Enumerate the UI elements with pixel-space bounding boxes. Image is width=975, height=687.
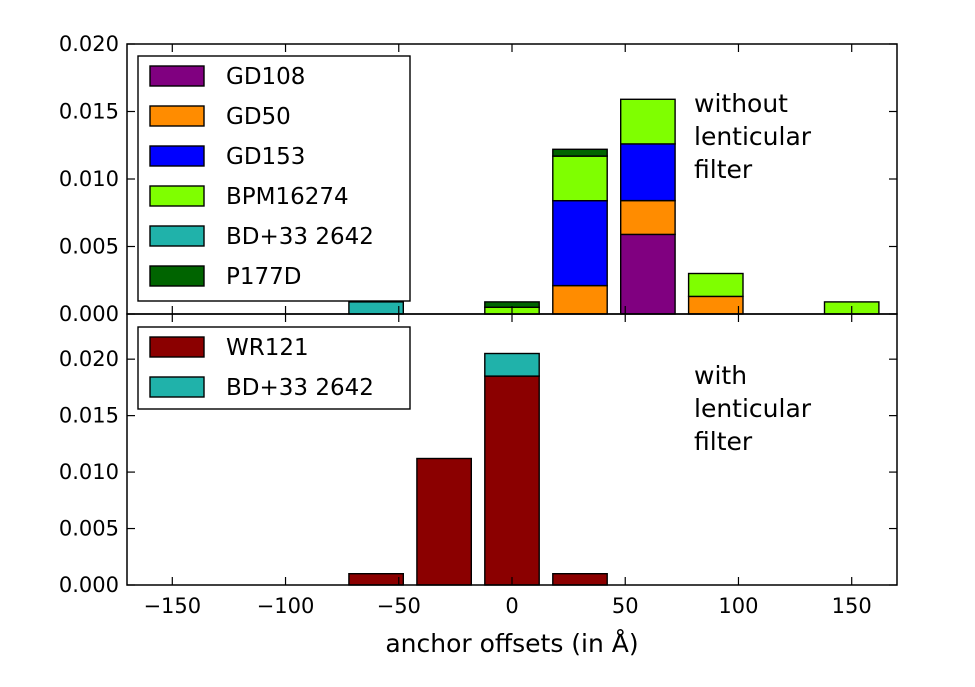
legend-swatch-p177d [149,265,205,287]
xtick-label: 0 [505,594,518,618]
legend-label-p177d: P177D [226,264,301,290]
bottom-legend: WR121 BD+33 2642 [137,326,411,410]
bot-ytick-label: 0.000 [59,573,119,597]
legend-swatch-wr121 [149,336,205,358]
bar-bd-33-2642--60 [348,301,404,315]
bot-ytick-label: 0.010 [59,460,119,484]
xtick-label: 150 [832,594,872,618]
legend-label-bd-33-2642: BD+33 2642 [226,224,374,250]
top-annotation-line-3: filter [694,155,753,184]
bar-gd153-30 [552,199,608,287]
bot-ytick-label: 0.005 [59,517,119,541]
bot-ytick-label: 0.015 [59,404,119,428]
bot-ytick-label: 0.020 [59,347,119,371]
legend-label-wr121: WR121 [226,335,309,361]
x-ticks: −150 −100 −50 0 50 100 150 [143,594,871,618]
bar-bd-33-2642-0 [484,352,540,377]
bar-p177d-30 [552,148,608,157]
bar-gd108-60 [620,233,676,315]
legend-label-bd-33-2642: BD+33 2642 [226,375,374,401]
bottom-annotation-line-2: lenticular [694,394,812,423]
legend-swatch-bd-33-2642 [149,376,205,398]
legend-label-gd50: GD50 [226,104,291,130]
xtick-label: −100 [257,594,315,618]
legend-label-bpm16274: BPM16274 [226,184,349,210]
top-ytick-label: 0.005 [59,235,119,259]
bottom-annotation-line-3: filter [694,427,753,456]
bar-gd50-60 [620,199,676,236]
bottom-bars [348,352,608,586]
top-ytick-label: 0.000 [59,302,119,326]
xtick-label: −50 [377,594,421,618]
top-annotation: without lenticular filter [694,89,812,184]
top-ytick-label: 0.015 [59,100,119,124]
top-y-ticks: 0.000 0.005 0.010 0.015 0.020 [59,32,897,326]
top-legend-box [137,55,411,302]
legend-label-gd153: GD153 [226,144,305,170]
top-annotation-line-1: without [694,89,788,118]
legend-swatch-gd153 [149,145,205,167]
top-ytick-label: 0.020 [59,32,119,56]
top-bars [348,98,880,315]
bar-bpm16274-90 [687,272,744,298]
bottom-y-ticks: 0.000 0.005 0.010 0.015 0.020 [59,314,897,597]
bar-wr121-0 [484,375,540,586]
bar-wr121--60 [348,573,404,586]
x-axis-label: anchor offsets (in Å) [385,629,638,658]
bar-bpm16274-30 [552,155,608,202]
bottom-annotation: with lenticular filter [694,361,812,456]
legend-swatch-gd50 [149,105,205,127]
bar-gd153-60 [620,143,676,202]
top-ytick-label: 0.010 [59,167,119,191]
xtick-label: 50 [612,594,639,618]
bottom-annotation-line-1: with [694,361,747,390]
legend-swatch-bd-33-2642 [149,225,205,247]
legend-swatch-bpm16274 [149,185,205,207]
bar-gd50-90 [687,295,744,315]
top-panel: 0.000 0.005 0.010 0.015 0.020 without lentic… [59,32,898,326]
bar-bpm16274-60 [620,98,676,145]
bar-wr121--30 [416,457,472,586]
xtick-label: −150 [143,594,201,618]
top-annotation-line-2: lenticular [694,122,812,151]
legend-swatch-gd108 [149,65,205,87]
legend-label-gd108: GD108 [226,64,305,90]
bar-gd50-30 [552,284,608,315]
bottom-panel: 0.000 0.005 0.010 0.015 0.020 −150 −100 −50 0 50… [59,313,898,618]
top-legend: GD108 GD50 GD153 BPM16274 BD+33 2642 P177D [137,55,411,302]
xtick-label: 100 [718,594,758,618]
bar-wr121-30 [552,573,608,586]
